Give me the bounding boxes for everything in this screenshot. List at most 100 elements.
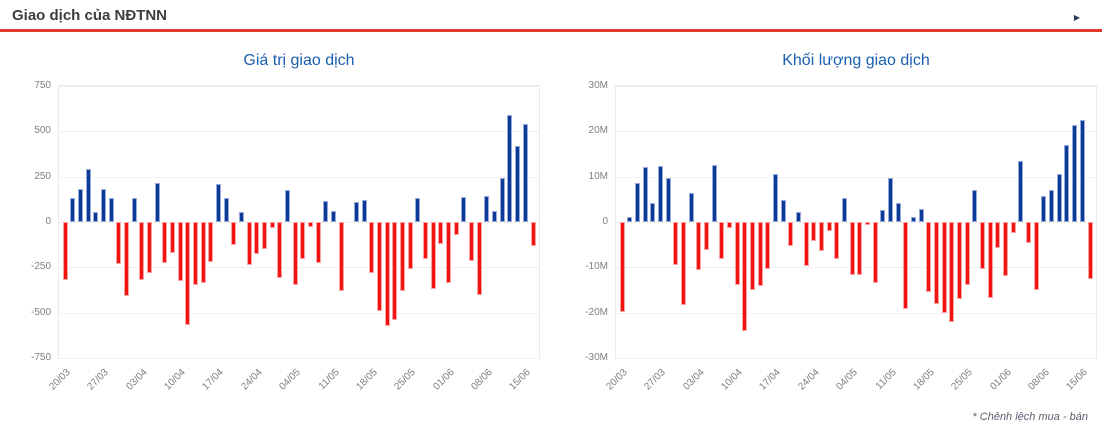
- bar[interactable]: [85, 168, 91, 222]
- bar[interactable]: [70, 198, 76, 222]
- bar[interactable]: [323, 201, 329, 222]
- bar[interactable]: [530, 222, 536, 246]
- bar[interactable]: [131, 198, 137, 222]
- bar[interactable]: [192, 222, 198, 285]
- bar[interactable]: [719, 222, 725, 259]
- bar[interactable]: [154, 183, 160, 222]
- bar[interactable]: [972, 190, 978, 222]
- bar[interactable]: [1056, 174, 1062, 222]
- bar[interactable]: [400, 222, 406, 291]
- bar[interactable]: [492, 211, 498, 222]
- bar[interactable]: [688, 192, 694, 222]
- bar[interactable]: [515, 145, 521, 222]
- bar[interactable]: [711, 164, 717, 222]
- bar[interactable]: [123, 222, 129, 297]
- bar[interactable]: [369, 222, 375, 273]
- bar[interactable]: [803, 222, 809, 266]
- bar[interactable]: [446, 222, 452, 283]
- bar[interactable]: [146, 222, 152, 273]
- bar[interactable]: [634, 183, 640, 222]
- bar[interactable]: [392, 222, 398, 320]
- bar[interactable]: [865, 222, 870, 226]
- bar[interactable]: [826, 222, 832, 232]
- bar[interactable]: [522, 124, 528, 222]
- bar[interactable]: [811, 222, 817, 242]
- bar[interactable]: [995, 222, 1001, 248]
- bar[interactable]: [911, 217, 917, 222]
- bar[interactable]: [415, 197, 421, 222]
- bar[interactable]: [703, 222, 709, 250]
- bar[interactable]: [1072, 124, 1078, 222]
- bar[interactable]: [788, 222, 794, 247]
- bar[interactable]: [407, 222, 413, 270]
- bar[interactable]: [1018, 160, 1024, 222]
- bar[interactable]: [208, 222, 214, 262]
- bar[interactable]: [1049, 190, 1055, 222]
- bar[interactable]: [772, 173, 778, 222]
- bar[interactable]: [657, 165, 663, 222]
- bar[interactable]: [453, 222, 459, 235]
- bar[interactable]: [941, 222, 947, 313]
- bar[interactable]: [918, 209, 924, 222]
- bar[interactable]: [665, 178, 671, 222]
- bar[interactable]: [888, 178, 894, 222]
- bar[interactable]: [749, 222, 755, 290]
- bar[interactable]: [742, 222, 748, 331]
- bar[interactable]: [238, 212, 244, 222]
- bar[interactable]: [849, 222, 855, 275]
- bar[interactable]: [834, 222, 840, 260]
- bar[interactable]: [108, 197, 114, 222]
- bar[interactable]: [292, 222, 298, 285]
- bar[interactable]: [261, 222, 267, 250]
- bar[interactable]: [619, 222, 625, 312]
- bar[interactable]: [438, 222, 444, 244]
- bar[interactable]: [1087, 222, 1093, 279]
- bar[interactable]: [696, 222, 702, 271]
- bar[interactable]: [627, 217, 633, 222]
- bar[interactable]: [269, 222, 275, 229]
- bar[interactable]: [246, 222, 252, 265]
- bar[interactable]: [423, 222, 429, 260]
- bar[interactable]: [116, 222, 122, 264]
- bar[interactable]: [361, 200, 367, 222]
- bar[interactable]: [680, 222, 686, 305]
- bar[interactable]: [277, 222, 283, 279]
- bar[interactable]: [461, 196, 467, 222]
- bar[interactable]: [162, 222, 168, 263]
- bar[interactable]: [1041, 195, 1047, 222]
- bar[interactable]: [354, 202, 360, 222]
- bar[interactable]: [93, 212, 99, 222]
- bar[interactable]: [430, 222, 436, 290]
- bar[interactable]: [384, 222, 390, 327]
- bar[interactable]: [223, 198, 229, 222]
- bar[interactable]: [1003, 222, 1009, 277]
- bar[interactable]: [100, 189, 106, 222]
- bar[interactable]: [872, 222, 878, 284]
- bar[interactable]: [957, 222, 963, 300]
- bar[interactable]: [880, 209, 886, 222]
- bar[interactable]: [903, 222, 909, 310]
- bar[interactable]: [795, 212, 801, 222]
- bar[interactable]: [315, 222, 321, 263]
- bar[interactable]: [650, 202, 656, 222]
- bar[interactable]: [507, 115, 513, 222]
- bar[interactable]: [841, 198, 847, 222]
- bar[interactable]: [673, 222, 679, 265]
- bar[interactable]: [987, 222, 993, 298]
- bar[interactable]: [980, 222, 986, 269]
- bar[interactable]: [926, 222, 932, 293]
- bar[interactable]: [331, 211, 337, 222]
- bar[interactable]: [254, 222, 260, 254]
- bar[interactable]: [469, 222, 475, 261]
- bar[interactable]: [300, 222, 306, 260]
- bar[interactable]: [499, 178, 505, 222]
- bar[interactable]: [185, 222, 191, 326]
- bar[interactable]: [895, 202, 901, 222]
- bar[interactable]: [215, 183, 221, 222]
- bar[interactable]: [1026, 222, 1032, 243]
- bar[interactable]: [934, 222, 940, 304]
- bar[interactable]: [757, 222, 763, 287]
- bar[interactable]: [177, 222, 183, 281]
- bar[interactable]: [1064, 144, 1070, 222]
- bar[interactable]: [484, 195, 490, 222]
